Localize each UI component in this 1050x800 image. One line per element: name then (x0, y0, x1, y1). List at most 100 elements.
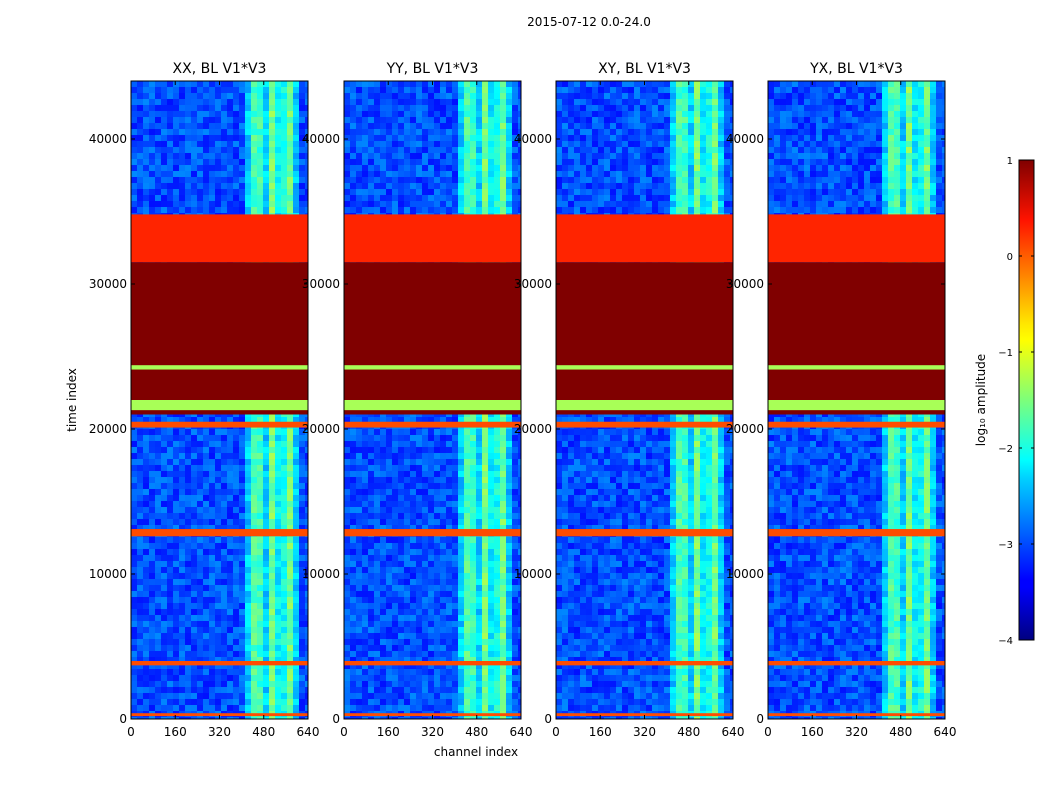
heatmap-cell (488, 141, 494, 147)
heatmap-cell (167, 87, 173, 93)
heatmap-cell (155, 687, 161, 693)
heatmap-cell (257, 165, 263, 171)
heatmap-cell (161, 687, 167, 693)
heatmap-cell (161, 165, 167, 171)
heatmap-cell (197, 177, 203, 183)
heatmap-cell (344, 195, 350, 201)
heatmap-cell (191, 435, 197, 441)
heatmap-cell (167, 201, 173, 207)
heatmap-cell (203, 417, 209, 423)
heatmap-cell (512, 129, 518, 135)
heatmap-cell (416, 99, 422, 105)
heatmap-cell (482, 147, 488, 153)
heatmap-cell (293, 699, 299, 705)
heatmap-cell (281, 429, 287, 435)
heatmap-cell (452, 123, 458, 129)
heatmap-cell (185, 609, 191, 615)
heatmap-cell (305, 585, 308, 591)
heatmap-cell (173, 477, 179, 483)
heatmap-cell (179, 81, 185, 87)
heatmap-cell (404, 177, 410, 183)
heatmap-cell (149, 93, 155, 99)
heatmap-cell (179, 183, 185, 189)
heatmap-cell (209, 627, 215, 633)
heatmap-cell (227, 507, 233, 513)
heatmap-cell (299, 435, 305, 441)
heatmap-cell (281, 543, 287, 549)
heatmap-cell (275, 621, 281, 627)
x-tick-label: 0 (127, 725, 135, 739)
heatmap-cell (287, 549, 293, 555)
heatmap-cell (464, 99, 470, 105)
heatmap-cell (191, 681, 197, 687)
heatmap-cell (275, 105, 281, 111)
heatmap-cell (482, 207, 488, 213)
heatmap-cell (287, 135, 293, 141)
heatmap-cell (197, 567, 203, 573)
heatmap-cell (263, 561, 269, 567)
heatmap-cell (245, 615, 251, 621)
heatmap-cell (263, 585, 269, 591)
heatmap-cell (239, 471, 245, 477)
heatmap-cell (131, 171, 137, 177)
heatmap-cell (197, 585, 203, 591)
heatmap-cell (167, 555, 173, 561)
heatmap-cell (251, 171, 257, 177)
heatmap-cell (179, 609, 185, 615)
heatmap-cell (209, 159, 215, 165)
heatmap-cell (275, 549, 281, 555)
heatmap-cell (518, 147, 521, 153)
heatmap-cell (185, 495, 191, 501)
heatmap-cell (362, 147, 368, 153)
heatmap-cell (233, 513, 239, 519)
heatmap-cell (131, 507, 137, 513)
heatmap-cell (281, 117, 287, 123)
heatmap-cell (344, 207, 350, 213)
heatmap-cell (239, 189, 245, 195)
heatmap-cell (215, 585, 221, 591)
heatmap-cell (161, 141, 167, 147)
heatmap-cell (245, 441, 251, 447)
heatmap-cell (143, 111, 149, 117)
x-tick-label: 160 (164, 725, 187, 739)
heatmap-cell (221, 585, 227, 591)
heatmap-cell (500, 117, 506, 123)
heatmap-cell (239, 633, 245, 639)
heatmap-cell (275, 525, 281, 531)
heatmap-cell (245, 717, 251, 719)
heatmap-cell (299, 561, 305, 567)
heatmap-cell (239, 183, 245, 189)
heatmap-cell (215, 651, 221, 657)
heatmap-cell (161, 159, 167, 165)
heatmap-cell (305, 459, 308, 465)
heatmap-cell (185, 483, 191, 489)
heatmap-cell (251, 177, 257, 183)
heatmap-cell (356, 141, 362, 147)
heatmap-cell (263, 567, 269, 573)
heatmap-cell (428, 135, 434, 141)
heatmap-cell (185, 141, 191, 147)
heatmap-cell (299, 621, 305, 627)
heatmap-cell (137, 417, 143, 423)
heatmap-cell (137, 567, 143, 573)
heatmap-cell (305, 717, 308, 719)
heatmap-cell (416, 81, 422, 87)
heatmap-cell (221, 621, 227, 627)
heatmap-cell (149, 609, 155, 615)
heatmap-cell (287, 159, 293, 165)
heatmap-cell (191, 123, 197, 129)
heatmap-cell (209, 171, 215, 177)
heatmap-cell (203, 207, 209, 213)
heatmap-cell (293, 99, 299, 105)
heatmap-cell (374, 129, 380, 135)
heatmap-cell (404, 183, 410, 189)
heatmap-cell (293, 693, 299, 699)
heatmap-cell (350, 159, 356, 165)
heatmap-cell (506, 147, 512, 153)
heatmap-cell (143, 93, 149, 99)
heatmap-cell (233, 675, 239, 681)
heatmap-cell (233, 639, 239, 645)
heatmap-cell (287, 147, 293, 153)
flagged-band (131, 365, 308, 370)
heatmap-cell (410, 87, 416, 93)
